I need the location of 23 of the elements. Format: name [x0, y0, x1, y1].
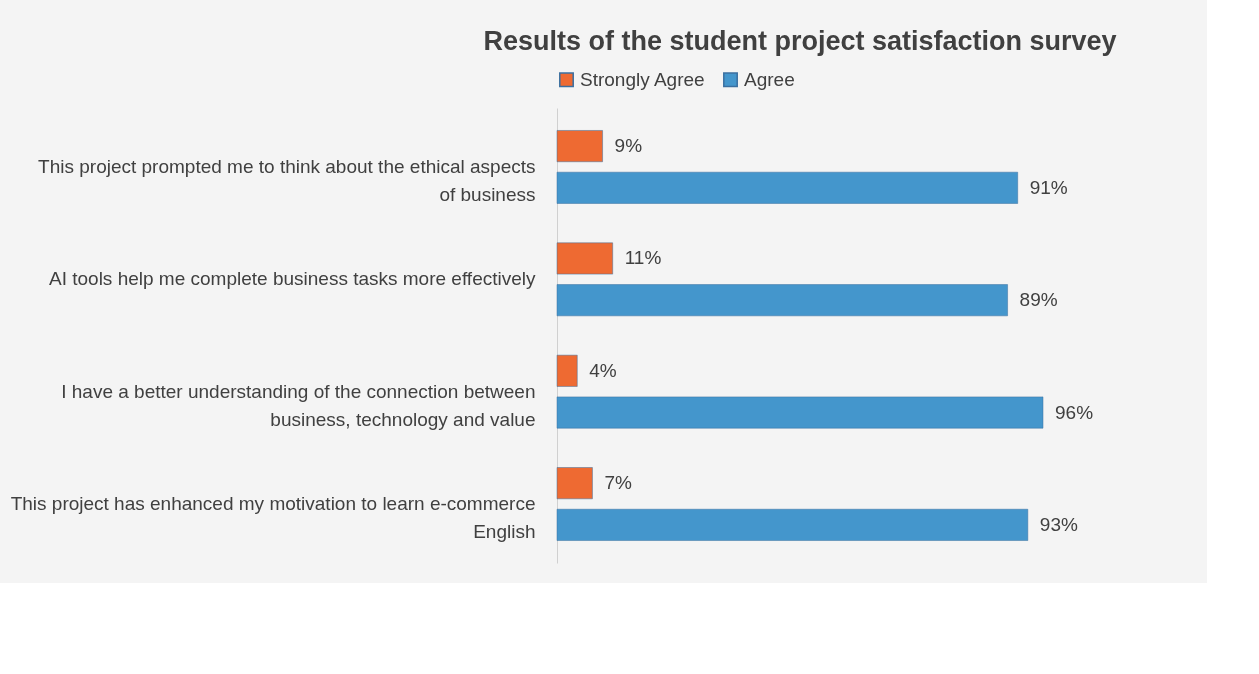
- y-tick-label: This project prompted me to think about the ethical aspects of business: [38, 155, 536, 205]
- y-tick-label: AI tools help me complete business tasks more effectively: [49, 268, 536, 290]
- y-tick-label: I have a better understanding of the connection between business, technology and value: [61, 380, 536, 430]
- data-label: 96%: [1055, 401, 1094, 423]
- bar: [556, 508, 1029, 542]
- data-label: 4%: [589, 359, 617, 381]
- bar: [556, 467, 593, 500]
- data-label: 9%: [614, 135, 643, 157]
- bar: [556, 171, 1019, 204]
- data-label: 11%: [624, 247, 662, 269]
- data-label: 93%: [1039, 513, 1078, 535]
- bar: [556, 129, 604, 163]
- legend-label: Strongly Agree: [580, 68, 705, 90]
- legend-label: Agree: [744, 68, 795, 90]
- bar: [556, 242, 614, 275]
- data-label: 89%: [1019, 289, 1058, 311]
- bar: [556, 284, 1009, 317]
- chart-title: Results of the student project satisfaction survey: [483, 26, 1117, 56]
- data-label: 91%: [1029, 176, 1068, 198]
- data-label: 7%: [604, 472, 632, 494]
- y-tick-label: This project has enhanced my motivation to learn e-commerce English: [10, 493, 536, 543]
- bar: [556, 354, 578, 387]
- bar: [556, 396, 1044, 429]
